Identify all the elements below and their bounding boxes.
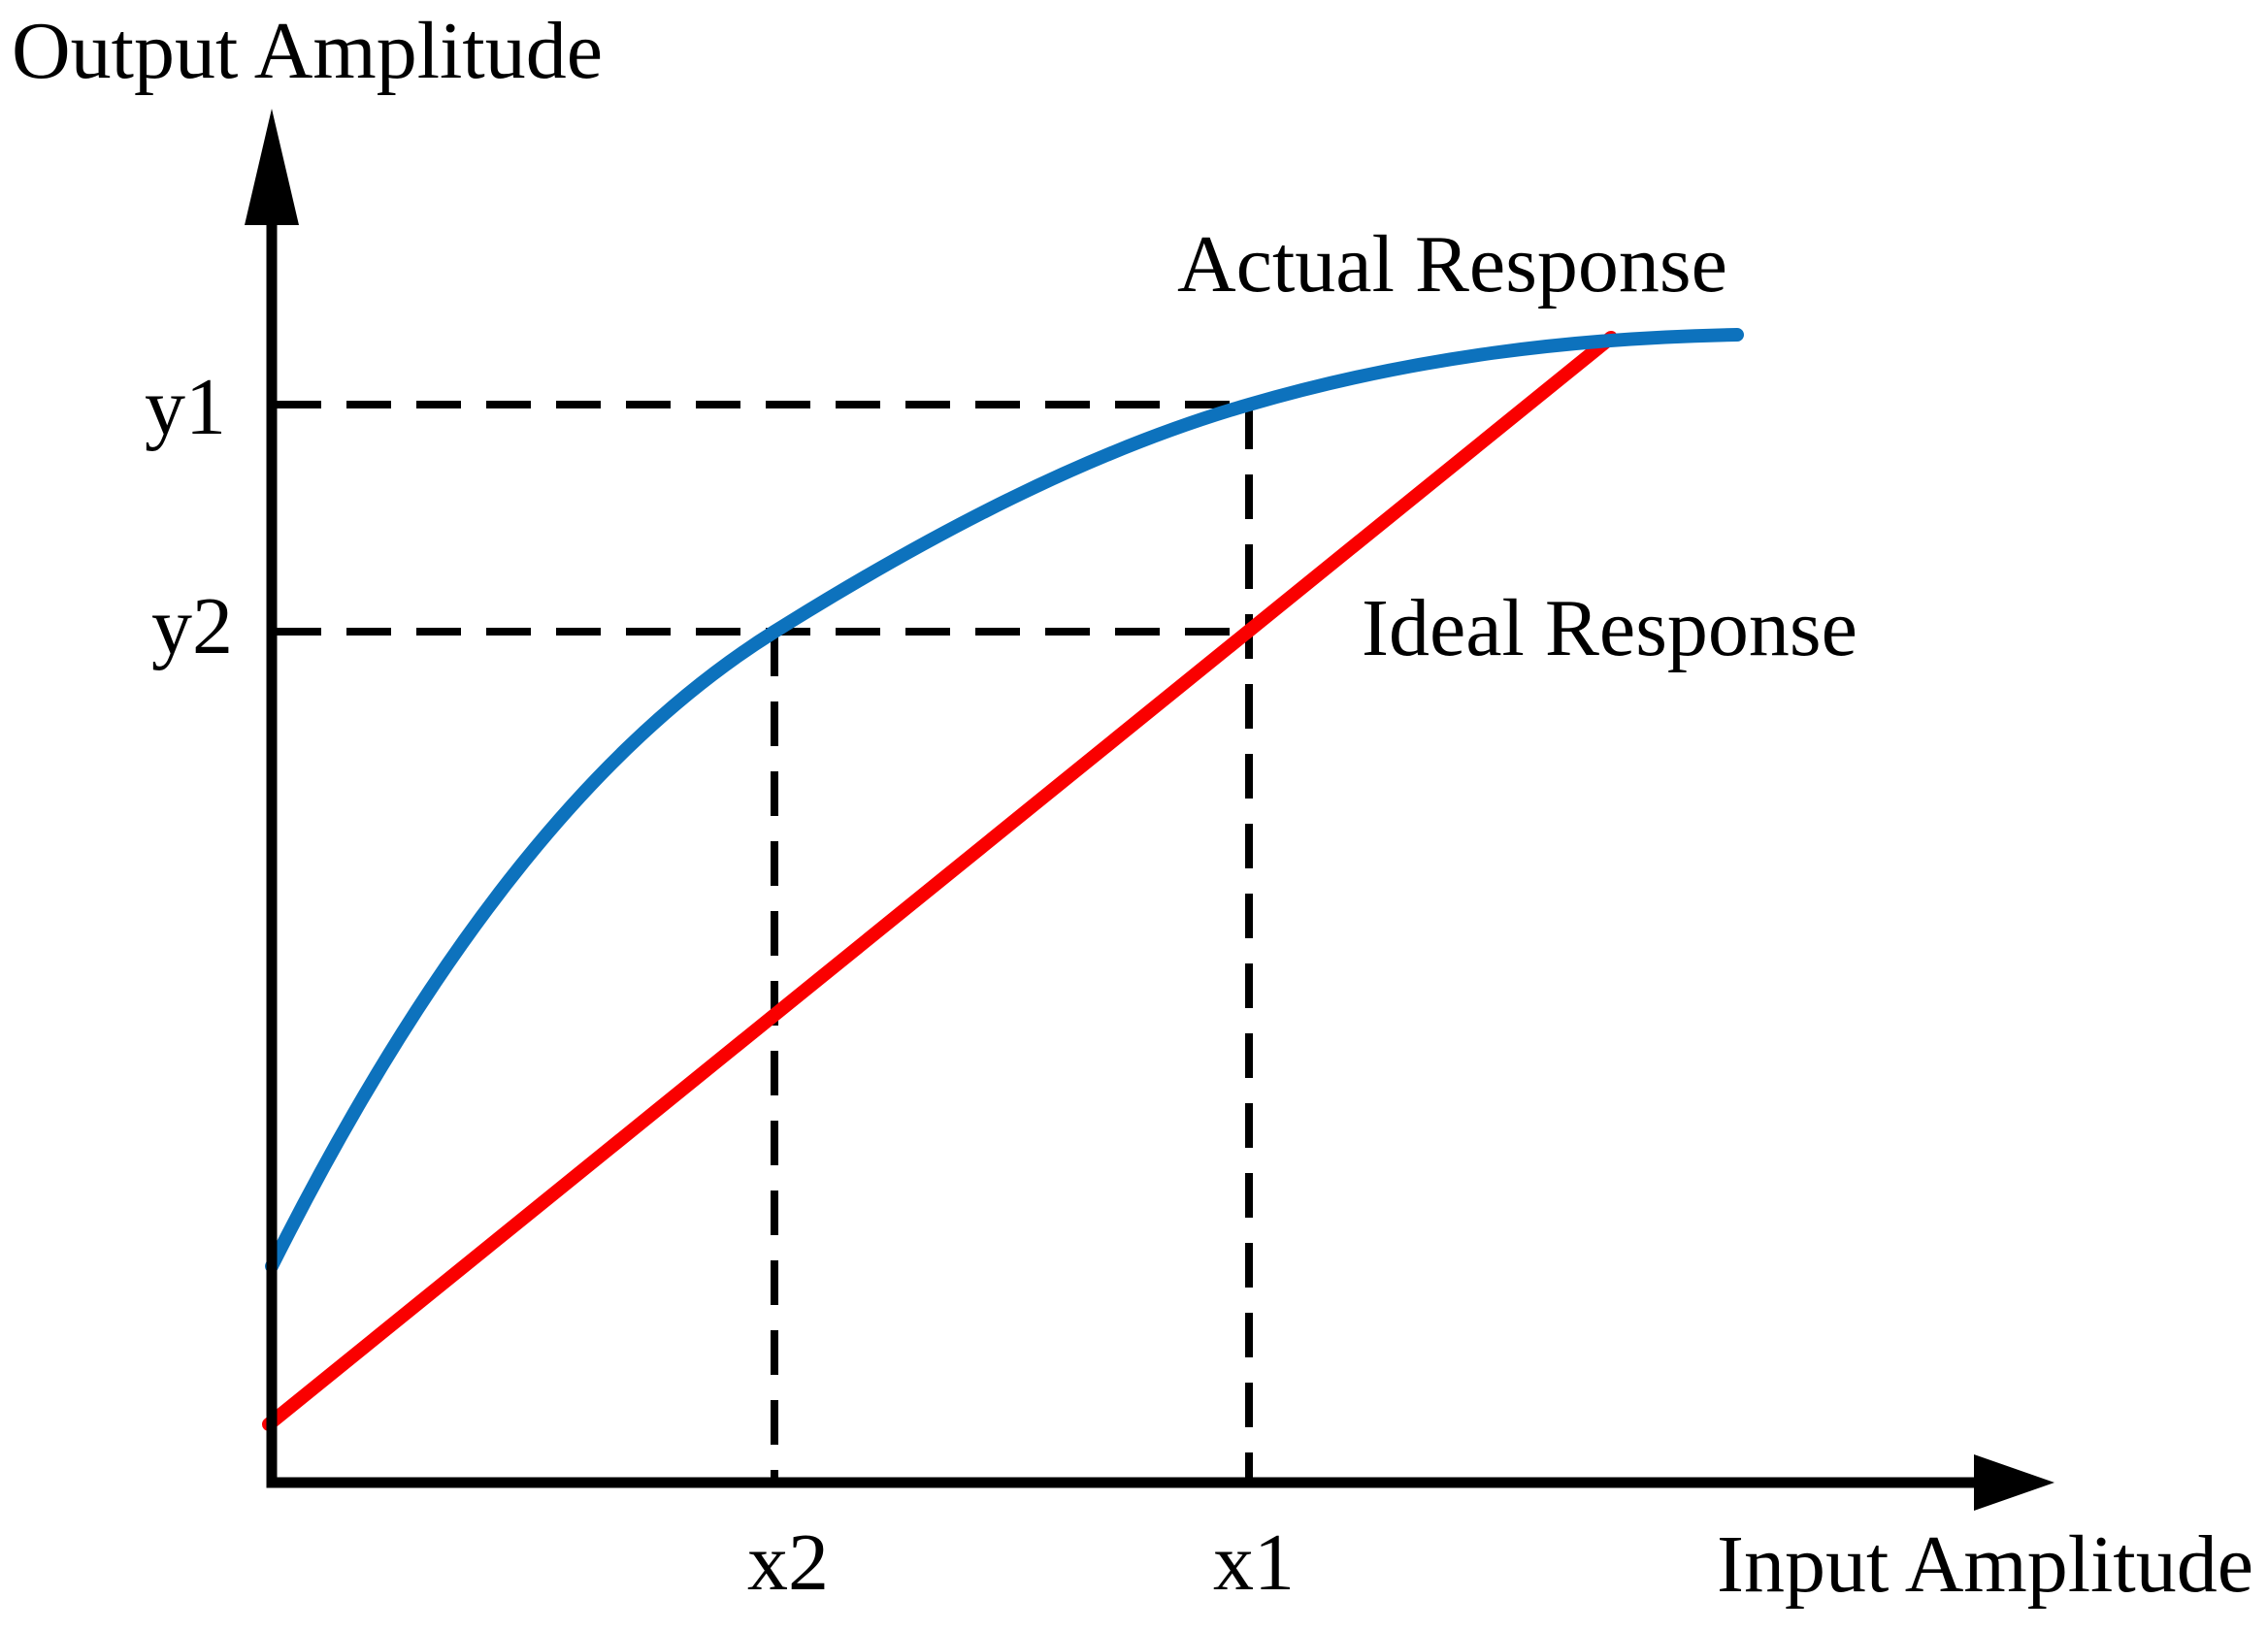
x-axis-arrowhead-icon: [1974, 1454, 2054, 1511]
x2-tick-label: x2: [747, 1517, 829, 1608]
x1-tick-label: x1: [1213, 1517, 1295, 1608]
y1-tick-label: y1: [145, 362, 226, 452]
y2-tick-label: y2: [151, 581, 233, 671]
actual-response-curve: [265, 328, 1744, 1273]
actual-response-label: Actual Response: [1177, 219, 1727, 310]
y-axis-title: Output Amplitude: [12, 6, 603, 96]
axes-lines: [266, 209, 1980, 1488]
y-axis-arrowhead-icon: [245, 109, 299, 225]
x-axis-title: Input Amplitude: [1717, 1519, 2253, 1610]
ideal-response-label: Ideal Response: [1362, 583, 1857, 673]
ideal-response-line: [262, 331, 1618, 1431]
